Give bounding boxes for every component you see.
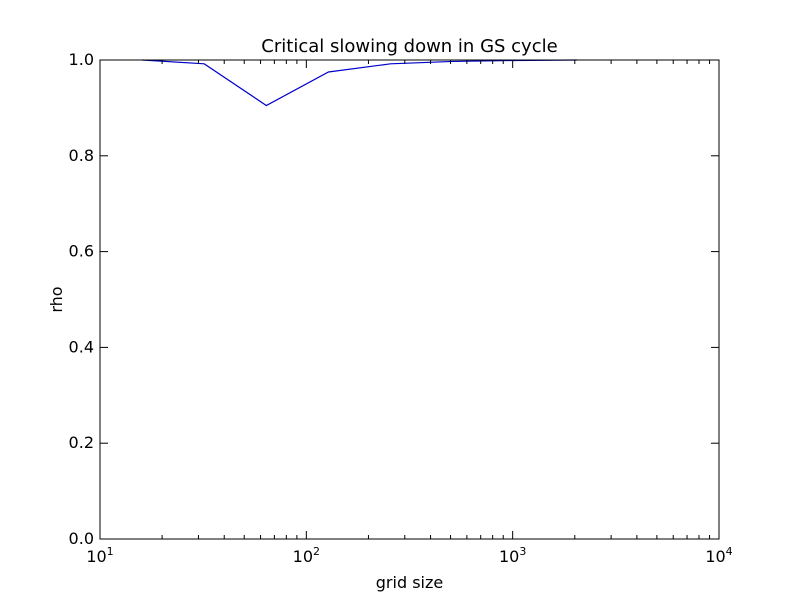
- x-tick-label: 102: [293, 545, 320, 566]
- series-layer: [142, 59, 577, 107]
- x-axis-label: grid size: [376, 573, 443, 592]
- series-line-0: [142, 59, 577, 107]
- x-tick-label-exponent: 3: [519, 545, 526, 558]
- plot-frame: [99, 59, 720, 540]
- y-tick-label: 0.6: [69, 242, 94, 261]
- y-tick-label: 1.0: [69, 50, 94, 69]
- y-tick-label: 0.4: [69, 337, 94, 356]
- chart-title: Critical slowing down in GS cycle: [261, 36, 557, 57]
- x-tick-label-exponent: 4: [726, 545, 733, 558]
- x-tick-label-base: 10: [499, 547, 519, 566]
- y-axis-label: rho: [47, 286, 66, 312]
- x-tick-label-exponent: 2: [313, 545, 320, 558]
- y-tick-label: 0.2: [69, 433, 94, 452]
- y-tick-label: 0.8: [69, 146, 94, 165]
- x-tick-label-base: 10: [293, 547, 313, 566]
- x-tick-label: 104: [705, 545, 732, 566]
- x-tick-label-base: 10: [86, 547, 106, 566]
- x-tick-label: 103: [499, 545, 526, 566]
- x-tick-label-base: 10: [705, 547, 725, 566]
- x-tick-label-exponent: 1: [107, 545, 114, 558]
- x-tick-label: 101: [86, 545, 113, 566]
- y-tick-label: 0.0: [69, 529, 94, 548]
